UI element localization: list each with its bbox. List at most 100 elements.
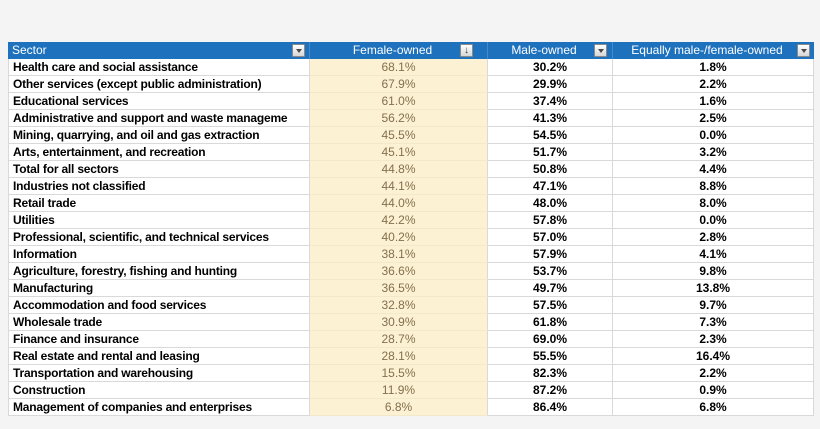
equally-owned-cell[interactable]: 0.0% [613,127,814,144]
male-owned-cell[interactable]: 53.7% [488,263,613,280]
sector-cell[interactable]: Total for all sectors [8,161,310,178]
equally-owned-cell[interactable]: 2.3% [613,331,814,348]
equally-owned-cell[interactable]: 4.4% [613,161,814,178]
table-row: Construction 11.9% 87.2% 0.9% [8,382,814,399]
female-owned-cell[interactable]: 42.2% [310,212,488,229]
female-owned-cell[interactable]: 11.9% [310,382,488,399]
sector-cell[interactable]: Arts, entertainment, and recreation [8,144,310,161]
female-owned-cell[interactable]: 36.5% [310,280,488,297]
column-header-sector[interactable]: Sector [8,42,310,59]
equally-owned-cell[interactable]: 8.0% [613,195,814,212]
female-owned-cell[interactable]: 36.6% [310,263,488,280]
sector-cell[interactable]: Wholesale trade [8,314,310,331]
sector-cell[interactable]: Real estate and rental and leasing [8,348,310,365]
male-owned-cell[interactable]: 29.9% [488,76,613,93]
equally-owned-filter-button[interactable] [797,44,810,57]
equally-owned-cell[interactable]: 0.9% [613,382,814,399]
male-owned-cell[interactable]: 82.3% [488,365,613,382]
equally-owned-cell[interactable]: 13.8% [613,280,814,297]
table-row: Health care and social assistance 68.1% … [8,59,814,76]
female-owned-cell[interactable]: 68.1% [310,59,488,76]
table-row: Finance and insurance 28.7% 69.0% 2.3% [8,331,814,348]
equally-owned-cell[interactable]: 4.1% [613,246,814,263]
equally-owned-cell[interactable]: 9.7% [613,297,814,314]
sector-cell[interactable]: Health care and social assistance [8,59,310,76]
equally-owned-cell[interactable]: 3.2% [613,144,814,161]
female-owned-cell[interactable]: 6.8% [310,399,488,416]
equally-owned-cell[interactable]: 9.8% [613,263,814,280]
sector-cell[interactable]: Finance and insurance [8,331,310,348]
equally-owned-cell[interactable]: 2.8% [613,229,814,246]
sector-cell[interactable]: Other services (except public administra… [8,76,310,93]
male-owned-filter-button[interactable] [594,44,607,57]
sector-cell[interactable]: Administrative and support and waste man… [8,110,310,127]
female-owned-cell[interactable]: 44.0% [310,195,488,212]
sector-cell[interactable]: Construction [8,382,310,399]
male-owned-cell[interactable]: 87.2% [488,382,613,399]
equally-owned-cell[interactable]: 2.5% [613,110,814,127]
sector-cell[interactable]: Educational services [8,93,310,110]
female-owned-cell[interactable]: 38.1% [310,246,488,263]
female-owned-cell[interactable]: 15.5% [310,365,488,382]
sector-cell[interactable]: Industries not classified [8,178,310,195]
male-owned-cell[interactable]: 69.0% [488,331,613,348]
equally-owned-cell[interactable]: 1.8% [613,59,814,76]
sector-cell[interactable]: Manufacturing [8,280,310,297]
column-header-male-owned[interactable]: Male-owned [488,42,613,59]
equally-owned-cell[interactable]: 2.2% [613,365,814,382]
table-row: Information 38.1% 57.9% 4.1% [8,246,814,263]
male-owned-cell[interactable]: 54.5% [488,127,613,144]
female-owned-cell[interactable]: 30.9% [310,314,488,331]
female-owned-cell[interactable]: 61.0% [310,93,488,110]
male-owned-cell[interactable]: 51.7% [488,144,613,161]
sector-cell[interactable]: Retail trade [8,195,310,212]
male-owned-cell[interactable]: 30.2% [488,59,613,76]
male-owned-cell[interactable]: 57.0% [488,229,613,246]
female-owned-cell[interactable]: 45.5% [310,127,488,144]
sector-filter-button[interactable] [292,44,305,57]
sector-cell[interactable]: Management of companies and enterprises [8,399,310,416]
female-owned-cell[interactable]: 44.8% [310,161,488,178]
male-owned-cell[interactable]: 49.7% [488,280,613,297]
equally-owned-cell[interactable]: 2.2% [613,76,814,93]
male-owned-cell[interactable]: 57.8% [488,212,613,229]
male-owned-cell[interactable]: 57.9% [488,246,613,263]
equally-owned-cell[interactable]: 7.3% [613,314,814,331]
sector-cell[interactable]: Utilities [8,212,310,229]
table-row: Transportation and warehousing 15.5% 82.… [8,365,814,382]
table-body: Health care and social assistance 68.1% … [8,59,814,416]
sector-cell[interactable]: Information [8,246,310,263]
female-owned-cell[interactable]: 45.1% [310,144,488,161]
equally-owned-cell[interactable]: 16.4% [613,348,814,365]
equally-owned-cell[interactable]: 6.8% [613,399,814,416]
female-owned-cell[interactable]: 28.7% [310,331,488,348]
male-owned-cell[interactable]: 50.8% [488,161,613,178]
female-owned-filter-button[interactable]: ↓ [460,44,473,57]
female-owned-cell[interactable]: 28.1% [310,348,488,365]
sector-cell[interactable]: Professional, scientific, and technical … [8,229,310,246]
female-owned-cell[interactable]: 67.9% [310,76,488,93]
female-owned-cell[interactable]: 40.2% [310,229,488,246]
female-owned-cell[interactable]: 56.2% [310,110,488,127]
male-owned-cell[interactable]: 86.4% [488,399,613,416]
equally-owned-cell[interactable]: 8.8% [613,178,814,195]
sector-cell[interactable]: Agriculture, forestry, fishing and hunti… [8,263,310,280]
equally-owned-cell[interactable]: 0.0% [613,212,814,229]
male-owned-cell[interactable]: 47.1% [488,178,613,195]
column-header-female-owned[interactable]: Female-owned ↓ [310,42,488,59]
sector-cell[interactable]: Accommodation and food services [8,297,310,314]
male-owned-cell[interactable]: 55.5% [488,348,613,365]
table-row: Utilities 42.2% 57.8% 0.0% [8,212,814,229]
female-owned-cell[interactable]: 32.8% [310,297,488,314]
column-header-equally-owned[interactable]: Equally male-/female-owned [613,42,814,59]
female-owned-cell[interactable]: 44.1% [310,178,488,195]
male-owned-cell[interactable]: 48.0% [488,195,613,212]
sector-cell[interactable]: Mining, quarrying, and oil and gas extra… [8,127,310,144]
table-row: Industries not classified 44.1% 47.1% 8.… [8,178,814,195]
sector-cell[interactable]: Transportation and warehousing [8,365,310,382]
equally-owned-cell[interactable]: 1.6% [613,93,814,110]
male-owned-cell[interactable]: 37.4% [488,93,613,110]
male-owned-cell[interactable]: 41.3% [488,110,613,127]
male-owned-cell[interactable]: 61.8% [488,314,613,331]
male-owned-cell[interactable]: 57.5% [488,297,613,314]
